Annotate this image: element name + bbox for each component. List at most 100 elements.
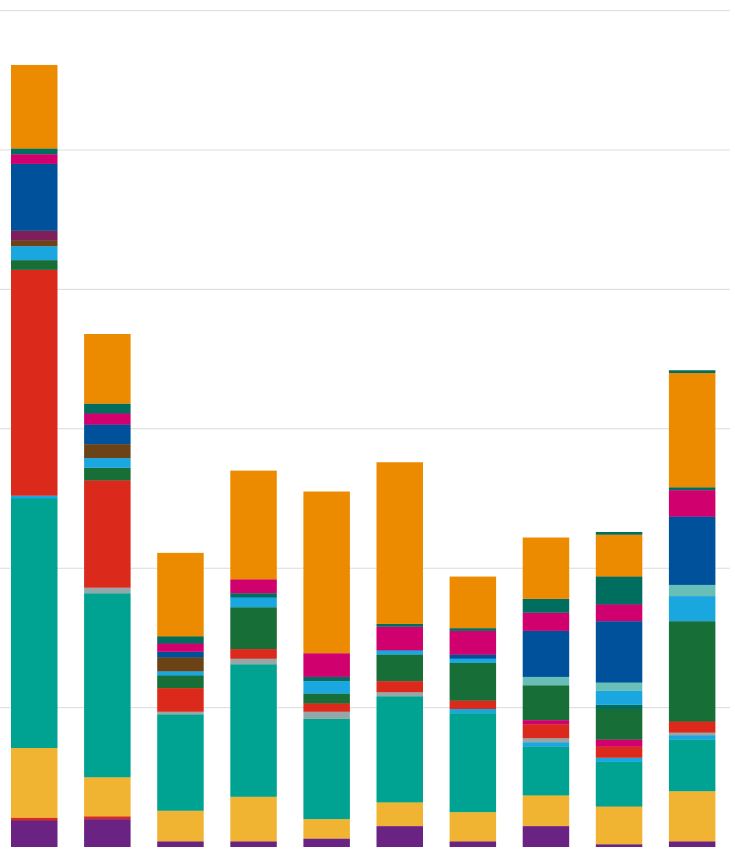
bar-6-segment-6 — [376, 654, 423, 682]
bar-9-segment-7 — [595, 708, 643, 740]
bar-4-segment-6 — [230, 607, 277, 650]
bar-10-segment-10 — [668, 516, 716, 585]
bar-2-segment-1 — [84, 819, 131, 847]
bar-4-segment-2 — [230, 796, 277, 842]
bar-8-segment-12 — [522, 598, 570, 613]
bar-6-segment-1 — [376, 826, 423, 847]
bar-1-segment-5 — [11, 495, 58, 499]
bar-9-segment-11 — [595, 621, 643, 683]
bar-8-segment-11 — [522, 612, 570, 631]
bar-7 — [449, 576, 497, 847]
bar-4-segment-4 — [230, 658, 277, 665]
bar-3-segment-10 — [157, 643, 204, 652]
bar-9 — [595, 531, 643, 847]
bar-8-segment-6 — [522, 724, 570, 739]
bar-5-segment-10 — [303, 491, 350, 654]
bar-2-segment-13 — [84, 334, 131, 404]
bar-7-segment-4 — [449, 708, 497, 714]
bar-2-segment-12 — [84, 403, 131, 414]
bar-9-segment-14 — [595, 534, 643, 577]
bar-7-segment-1 — [449, 841, 497, 847]
bar-5-segment-7 — [303, 681, 350, 694]
bar-1-segment-3 — [11, 748, 58, 818]
bar-1-segment-7 — [11, 260, 58, 270]
bar-8-segment-5 — [522, 738, 570, 743]
bar-8 — [522, 537, 570, 847]
bar-10-segment-11 — [668, 490, 716, 517]
bar-10 — [668, 370, 716, 847]
bar-2-segment-4 — [84, 593, 131, 778]
bar-2-segment-8 — [84, 458, 131, 468]
bar-2 — [84, 334, 131, 847]
bar-3-segment-6 — [157, 675, 204, 689]
bar-7-segment-6 — [449, 662, 497, 701]
bar-10-segment-14 — [668, 370, 716, 374]
bar-2-segment-10 — [84, 424, 131, 445]
bar-3-segment-7 — [157, 671, 204, 676]
bar-2-segment-6 — [84, 480, 131, 588]
bar-5-segment-1 — [303, 838, 350, 847]
bar-1-segment-13 — [11, 148, 58, 155]
bar-9-segment-9 — [595, 690, 643, 705]
bar-10-segment-2 — [668, 791, 716, 842]
bar-1 — [11, 64, 58, 847]
bar-5-segment-6 — [303, 693, 350, 704]
bar-4-segment-3 — [230, 664, 277, 797]
bar-8-segment-4 — [522, 742, 570, 747]
bar-9-segment-8 — [595, 704, 643, 709]
bar-1-segment-14 — [11, 64, 58, 149]
bar-4-segment-7 — [230, 597, 277, 608]
bar-10-segment-3 — [668, 739, 716, 792]
bar-9-segment-13 — [595, 576, 643, 605]
bar-1-segment-12 — [11, 154, 58, 164]
bar-4-segment-5 — [230, 649, 277, 659]
bar-8-segment-8 — [522, 685, 570, 721]
bar-10-segment-5 — [668, 732, 716, 736]
bar-5-segment-8 — [303, 676, 350, 682]
bar-8-segment-1 — [522, 826, 570, 847]
bar-7-segment-10 — [449, 628, 497, 631]
bar-8-segment-2 — [522, 795, 570, 827]
bar-7-segment-7 — [449, 658, 497, 663]
bar-5-segment-2 — [303, 819, 350, 839]
bar-2-segment-2 — [84, 816, 131, 820]
bar-9-segment-2 — [595, 806, 643, 845]
bar-stacks — [11, 64, 716, 847]
bar-4 — [230, 470, 277, 847]
bar-1-segment-1 — [11, 820, 58, 847]
bar-3-segment-8 — [157, 657, 204, 672]
bar-10-segment-8 — [668, 596, 716, 622]
bar-1-segment-9 — [11, 240, 58, 247]
bar-1-segment-10 — [11, 230, 58, 241]
bar-9-segment-5 — [595, 746, 643, 758]
bar-5 — [303, 491, 350, 847]
bar-7-segment-3 — [449, 713, 497, 813]
bar-2-segment-11 — [84, 413, 131, 425]
bar-10-segment-1 — [668, 841, 716, 847]
bar-6-segment-8 — [376, 626, 423, 651]
bar-9-segment-10 — [595, 682, 643, 691]
bar-10-segment-6 — [668, 721, 716, 733]
bar-4-segment-1 — [230, 841, 277, 847]
bar-1-segment-8 — [11, 246, 58, 261]
bar-9-segment-1 — [595, 844, 643, 847]
bar-1-segment-2 — [11, 817, 58, 821]
bar-1-segment-11 — [11, 163, 58, 231]
bar-8-segment-3 — [522, 746, 570, 796]
bar-2-segment-5 — [84, 587, 131, 594]
bar-6-segment-9 — [376, 623, 423, 627]
bar-3-segment-5 — [157, 688, 204, 712]
bar-1-segment-4 — [11, 498, 58, 749]
bar-9-segment-3 — [595, 761, 643, 807]
bar-1-segment-6 — [11, 269, 58, 496]
bar-3-segment-3 — [157, 714, 204, 811]
bar-8-segment-10 — [522, 630, 570, 677]
bar-7-segment-5 — [449, 700, 497, 709]
bar-10-segment-13 — [668, 373, 716, 488]
bar-2-segment-3 — [84, 777, 131, 817]
bar-10-segment-9 — [668, 584, 716, 597]
bar-3-segment-2 — [157, 810, 204, 842]
bar-7-segment-9 — [449, 630, 497, 655]
bar-9-segment-6 — [595, 739, 643, 747]
